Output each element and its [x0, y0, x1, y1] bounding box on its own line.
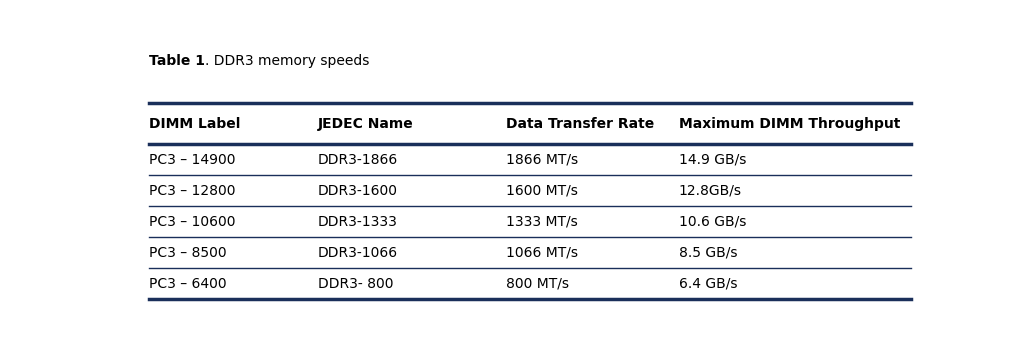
- Text: 6.4 GB/s: 6.4 GB/s: [679, 277, 737, 290]
- Text: PC3 – 8500: PC3 – 8500: [149, 246, 227, 260]
- Text: PC3 – 6400: PC3 – 6400: [149, 277, 227, 290]
- Text: Data Transfer Rate: Data Transfer Rate: [506, 116, 654, 131]
- Text: Table 1: Table 1: [149, 54, 205, 68]
- Text: DDR3- 800: DDR3- 800: [318, 277, 393, 290]
- Text: 1333 MT/s: 1333 MT/s: [506, 215, 579, 229]
- Text: 800 MT/s: 800 MT/s: [506, 277, 569, 290]
- Text: PC3 – 12800: PC3 – 12800: [149, 184, 236, 198]
- Text: JEDEC Name: JEDEC Name: [318, 116, 414, 131]
- Text: DDR3-1600: DDR3-1600: [318, 184, 397, 198]
- Text: 1066 MT/s: 1066 MT/s: [506, 246, 579, 260]
- Text: 12.8GB/s: 12.8GB/s: [679, 184, 742, 198]
- Text: DDR3-1333: DDR3-1333: [318, 215, 397, 229]
- Text: DIMM Label: DIMM Label: [149, 116, 241, 131]
- Text: . DDR3 memory speeds: . DDR3 memory speeds: [205, 54, 369, 68]
- Text: DDR3-1066: DDR3-1066: [318, 246, 398, 260]
- Text: 1866 MT/s: 1866 MT/s: [506, 153, 579, 167]
- Text: Maximum DIMM Throughput: Maximum DIMM Throughput: [679, 116, 900, 131]
- Text: 10.6 GB/s: 10.6 GB/s: [679, 215, 746, 229]
- Text: PC3 – 14900: PC3 – 14900: [149, 153, 236, 167]
- Text: DDR3-1866: DDR3-1866: [318, 153, 398, 167]
- Text: 14.9 GB/s: 14.9 GB/s: [679, 153, 746, 167]
- Text: 1600 MT/s: 1600 MT/s: [506, 184, 579, 198]
- Text: 8.5 GB/s: 8.5 GB/s: [679, 246, 737, 260]
- Text: PC3 – 10600: PC3 – 10600: [149, 215, 236, 229]
